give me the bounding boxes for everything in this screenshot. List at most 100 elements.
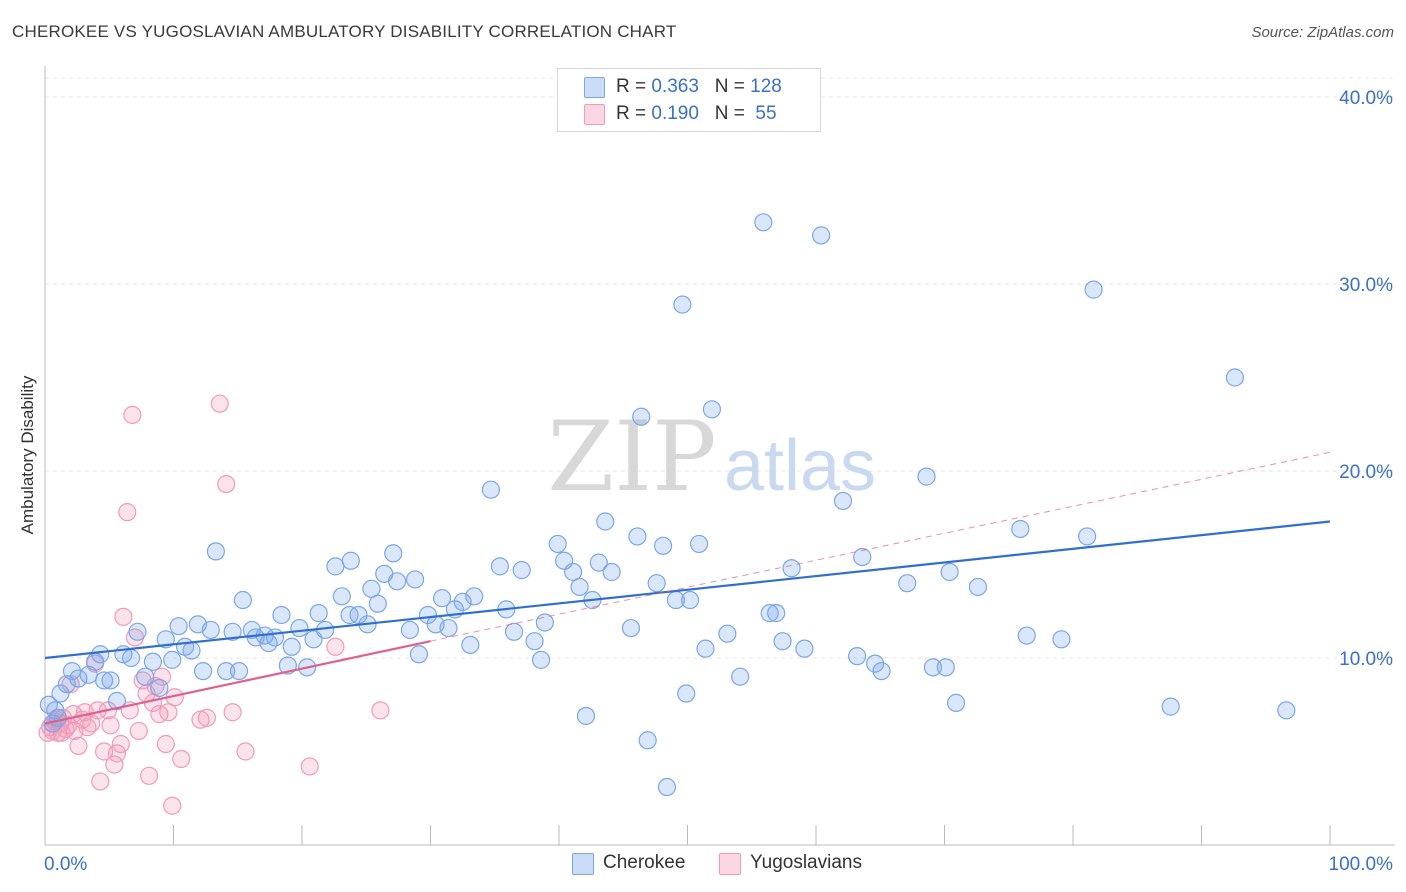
data-point: [210, 394, 229, 413]
data-point: [332, 587, 351, 606]
data-point: [197, 708, 217, 727]
data-point: [290, 618, 309, 638]
data-point: [576, 706, 596, 726]
data-point: [647, 574, 666, 593]
data-point: [657, 777, 677, 797]
legend-swatch-cherokee: [584, 77, 605, 98]
data-point: [702, 400, 722, 419]
data-point: [782, 559, 801, 578]
data-point: [69, 736, 88, 755]
data-point: [387, 572, 407, 591]
data-point: [43, 714, 62, 733]
data-point: [432, 589, 452, 608]
data-point: [490, 557, 509, 576]
data-point: [236, 742, 255, 761]
data-point: [760, 604, 779, 623]
data-point: [172, 749, 191, 769]
data-point: [163, 650, 182, 669]
data-point: [773, 632, 792, 651]
data-point: [136, 667, 155, 686]
data-point: [418, 605, 438, 625]
tick-labels: 10.0% 20.0% 30.0% 40.0% 0.0% 100.0%: [44, 88, 1393, 875]
data-point: [872, 661, 891, 681]
bottom-legend-label: Yugoslavians: [750, 852, 862, 873]
data-point: [453, 592, 472, 612]
data-point: [570, 577, 589, 597]
data-point: [163, 796, 182, 815]
data-point: [107, 744, 127, 763]
y-tick-label: 40.0%: [1339, 88, 1393, 109]
data-point: [677, 684, 696, 703]
data-point: [1161, 697, 1180, 716]
data-point: [628, 527, 647, 546]
legend-r-label: R =: [616, 76, 652, 97]
data-point: [51, 684, 70, 703]
data-point: [898, 574, 917, 593]
data-point: [118, 503, 137, 522]
data-point: [400, 620, 420, 640]
bottom-legend-swatch-yugoslavians: [719, 853, 741, 875]
trend-line: [44, 640, 431, 725]
data-point: [1084, 280, 1103, 299]
x-tick-label: 0.0%: [44, 854, 87, 875]
data-point: [866, 654, 885, 673]
data-point: [114, 607, 133, 626]
data-point: [368, 594, 387, 613]
data-point: [946, 693, 966, 712]
data-point: [223, 622, 242, 641]
data-point: [439, 618, 458, 638]
data-point: [201, 620, 220, 640]
legend-row-yugoslavians: R = 0.190 N = 55: [584, 101, 777, 127]
data-point: [191, 710, 210, 729]
data-point: [82, 714, 101, 733]
data-point: [223, 703, 242, 722]
data-point: [638, 731, 657, 750]
axes: [44, 66, 1395, 846]
data-point: [384, 544, 403, 563]
data-point: [217, 661, 236, 681]
data-point: [300, 757, 319, 776]
data-point: [1078, 527, 1097, 546]
trend-lines: [44, 451, 1331, 725]
data-point: [64, 704, 83, 724]
data-point: [589, 553, 608, 572]
data-point: [1011, 519, 1030, 539]
data-point: [795, 639, 814, 658]
data-point: [812, 226, 831, 245]
watermark-atlas: atlas: [724, 426, 876, 506]
data-point: [233, 590, 252, 610]
data-point: [156, 734, 175, 754]
data-point: [48, 708, 67, 727]
bottom-legend-label: Cherokee: [603, 852, 686, 873]
data-point: [282, 637, 301, 656]
data-point: [371, 701, 390, 720]
bottom-legend-swatch-cherokee: [572, 853, 594, 875]
chart-title: CHEROKEE VS YUGOSLAVIAN AMBULATORY DISAB…: [12, 22, 677, 41]
data-point: [754, 213, 773, 232]
data-point: [680, 590, 700, 610]
data-point: [217, 474, 236, 494]
data-point: [121, 648, 141, 668]
data-point: [535, 613, 554, 632]
data-point: [193, 661, 213, 681]
data-point: [531, 650, 551, 669]
watermark-zip: ZIP: [547, 401, 716, 513]
data-point: [564, 562, 583, 582]
data-point: [481, 480, 500, 499]
legend-n-value: 55: [750, 103, 777, 124]
data-point: [1225, 368, 1245, 387]
data-point: [272, 605, 291, 625]
watermark: ZIP atlas: [547, 401, 876, 513]
y-tick-label: 10.0%: [1339, 649, 1393, 670]
y-tick-label: 30.0%: [1339, 275, 1393, 296]
legend-n-label: N =: [714, 76, 751, 97]
data-point: [923, 658, 943, 677]
x-tick-label: 100.0%: [1329, 854, 1394, 875]
data-point: [1277, 701, 1296, 720]
data-point: [159, 703, 178, 722]
data-point: [156, 630, 175, 649]
legend: R = 0.363 N = 128 R = 0.190 N = 55: [557, 68, 821, 132]
data-point: [465, 587, 484, 606]
data-point: [341, 551, 360, 570]
